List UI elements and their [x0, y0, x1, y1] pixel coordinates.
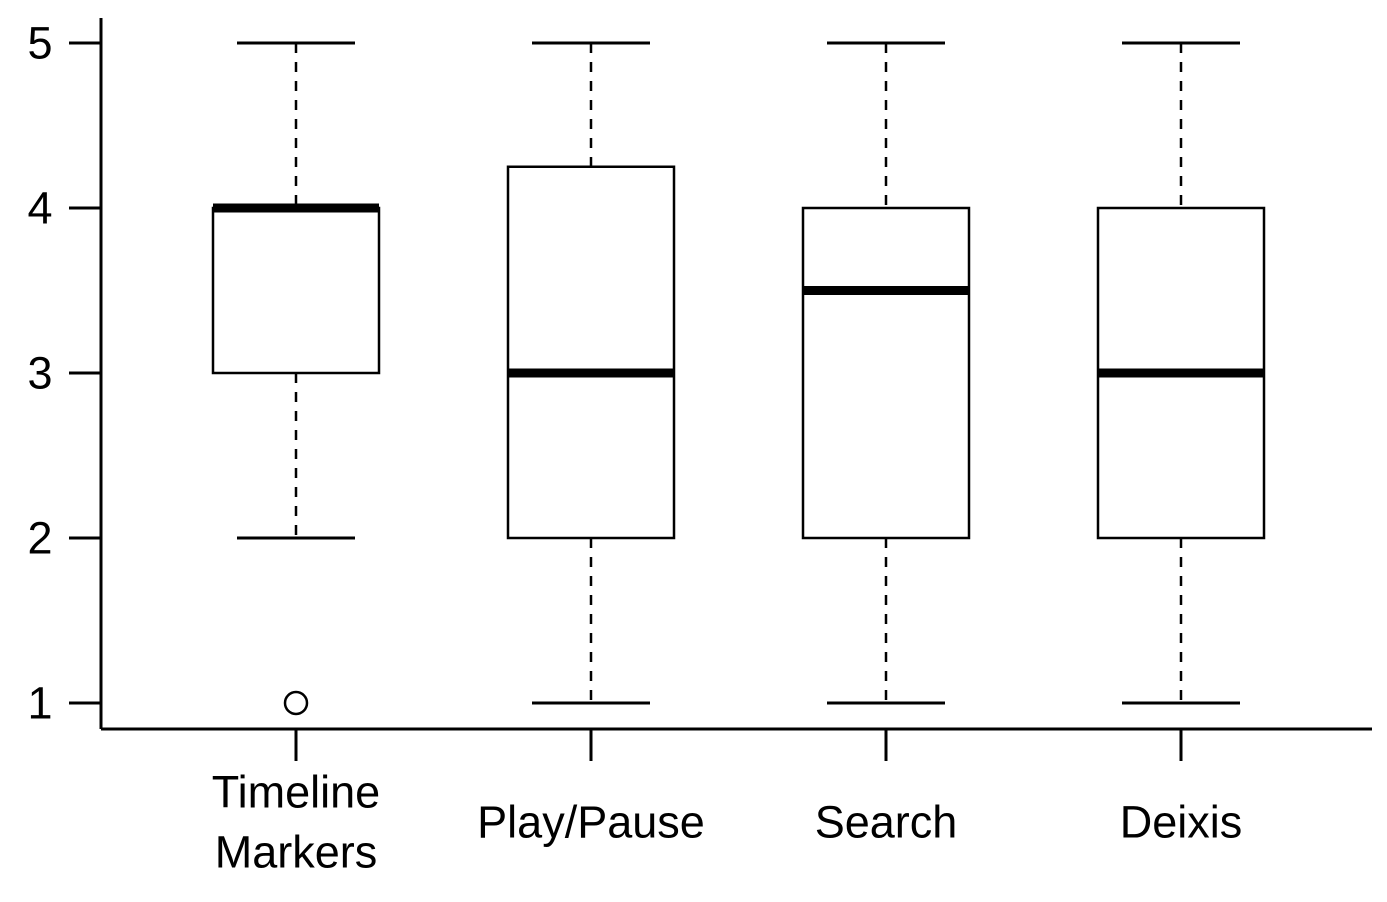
ticks-layer: 1 2 3 4 5 — [27, 18, 101, 729]
x-category-label: Timeline — [212, 767, 380, 818]
x-category-label: Play/Pause — [477, 797, 705, 848]
y-tick-label: 3 — [27, 348, 52, 399]
boxes-layer — [211, 41, 1266, 761]
box-group — [506, 41, 676, 761]
iqr-box — [801, 206, 971, 540]
box-group — [801, 41, 971, 761]
box-group — [211, 41, 381, 761]
x-category-label: Search — [815, 797, 958, 848]
y-tick-label: 4 — [27, 183, 52, 234]
iqr-box — [506, 165, 676, 540]
labels-layer: Timeline Markers Play/Pause Search Deixis — [212, 767, 1242, 878]
y-tick-label: 2 — [27, 513, 52, 564]
x-category-label: Markers — [215, 827, 378, 878]
y-tick-label: 5 — [27, 18, 52, 69]
box-group — [1096, 41, 1266, 761]
iqr-box — [211, 206, 381, 375]
y-tick-label: 1 — [27, 678, 52, 729]
outlier-point — [283, 690, 309, 716]
x-category-label: Deixis — [1120, 797, 1243, 848]
